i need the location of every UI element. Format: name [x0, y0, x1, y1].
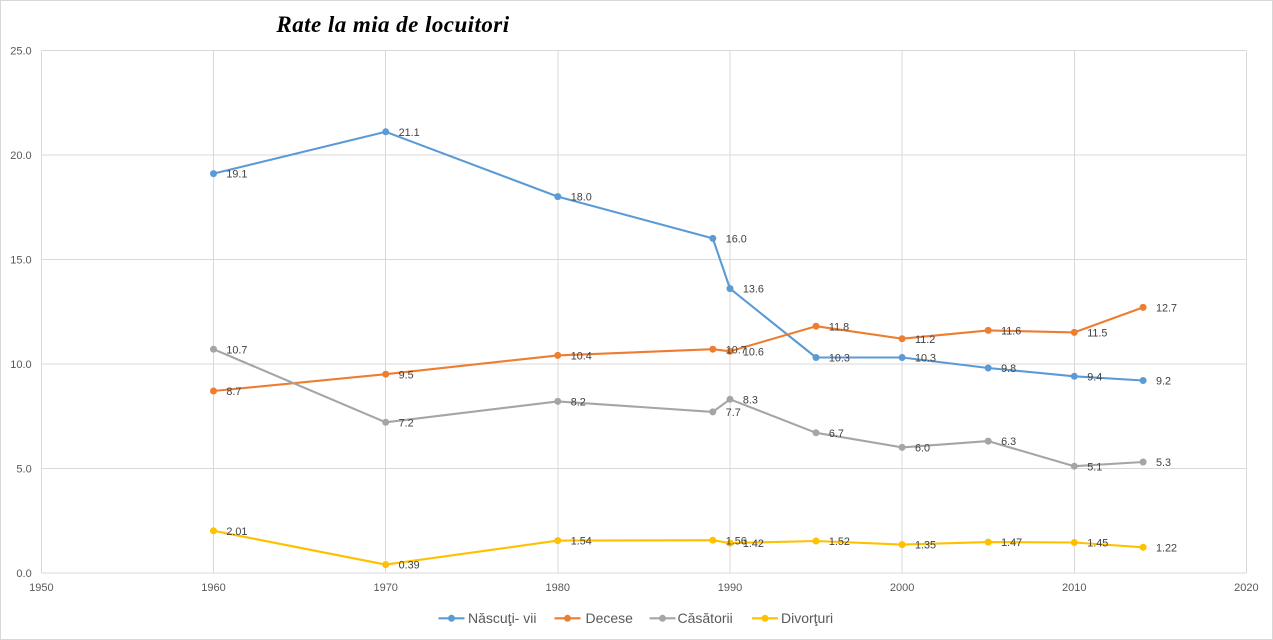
svg-text:1.22: 1.22 — [1156, 542, 1177, 554]
svg-text:1.35: 1.35 — [915, 540, 936, 552]
svg-text:9.8: 9.8 — [1001, 363, 1016, 375]
svg-text:11.8: 11.8 — [829, 321, 849, 333]
svg-text:11.2: 11.2 — [915, 334, 935, 346]
svg-text:9.2: 9.2 — [1156, 376, 1171, 388]
svg-text:25.0: 25.0 — [10, 45, 31, 57]
svg-text:2.01: 2.01 — [226, 526, 247, 538]
svg-text:10.3: 10.3 — [915, 353, 936, 365]
svg-text:10.3: 10.3 — [829, 353, 850, 365]
svg-text:1.45: 1.45 — [1087, 538, 1108, 550]
svg-text:10.4: 10.4 — [571, 351, 592, 363]
svg-text:10.0: 10.0 — [10, 359, 31, 371]
svg-text:21.1: 21.1 — [399, 127, 420, 139]
svg-text:1.56: 1.56 — [726, 535, 747, 547]
svg-text:9.4: 9.4 — [1087, 371, 1102, 383]
svg-text:Căsătorii: Căsătorii — [678, 610, 733, 626]
svg-text:1950: 1950 — [29, 582, 53, 594]
svg-text:8.3: 8.3 — [743, 394, 758, 406]
svg-text:7.7: 7.7 — [726, 407, 741, 419]
svg-text:11.6: 11.6 — [1001, 326, 1021, 338]
svg-text:2020: 2020 — [1234, 582, 1258, 594]
svg-text:2010: 2010 — [1062, 582, 1086, 594]
svg-text:0.0: 0.0 — [16, 568, 31, 580]
svg-text:6.0: 6.0 — [915, 443, 930, 455]
svg-text:11.5: 11.5 — [1087, 328, 1107, 340]
svg-text:Decese: Decese — [586, 610, 634, 626]
svg-text:1.42: 1.42 — [743, 538, 764, 550]
svg-text:6.3: 6.3 — [1001, 436, 1016, 448]
svg-text:5.3: 5.3 — [1156, 457, 1171, 469]
svg-text:2000: 2000 — [890, 582, 914, 594]
svg-text:20.0: 20.0 — [10, 150, 31, 162]
svg-text:15.0: 15.0 — [10, 254, 31, 266]
svg-text:0.39: 0.39 — [399, 560, 420, 572]
svg-text:10.7: 10.7 — [226, 344, 247, 356]
svg-text:1.54: 1.54 — [571, 536, 592, 548]
svg-text:1980: 1980 — [546, 582, 570, 594]
svg-text:18.0: 18.0 — [571, 192, 592, 204]
svg-text:9.5: 9.5 — [399, 369, 414, 381]
svg-text:1970: 1970 — [373, 582, 397, 594]
svg-text:1990: 1990 — [718, 582, 742, 594]
svg-text:7.2: 7.2 — [399, 417, 414, 429]
svg-text:Rate la mia de locuitori: Rate la mia de locuitori — [275, 12, 509, 37]
svg-text:19.1: 19.1 — [226, 169, 247, 181]
svg-text:Divorţuri: Divorţuri — [781, 610, 833, 626]
svg-text:1960: 1960 — [201, 582, 225, 594]
svg-text:13.6: 13.6 — [743, 284, 764, 296]
svg-text:8.2: 8.2 — [571, 397, 586, 409]
svg-text:5.0: 5.0 — [16, 463, 31, 475]
svg-text:Născuţi- vii: Născuţi- vii — [468, 610, 536, 626]
svg-text:1.47: 1.47 — [1001, 537, 1022, 549]
svg-text:10.7: 10.7 — [726, 344, 747, 356]
svg-text:5.1: 5.1 — [1087, 461, 1102, 473]
svg-text:16.0: 16.0 — [726, 234, 747, 246]
svg-text:12.7: 12.7 — [1156, 303, 1177, 315]
svg-text:6.7: 6.7 — [829, 428, 844, 440]
svg-text:1.52: 1.52 — [829, 536, 850, 548]
svg-text:10.6: 10.6 — [743, 346, 764, 358]
svg-text:8.7: 8.7 — [226, 386, 241, 398]
